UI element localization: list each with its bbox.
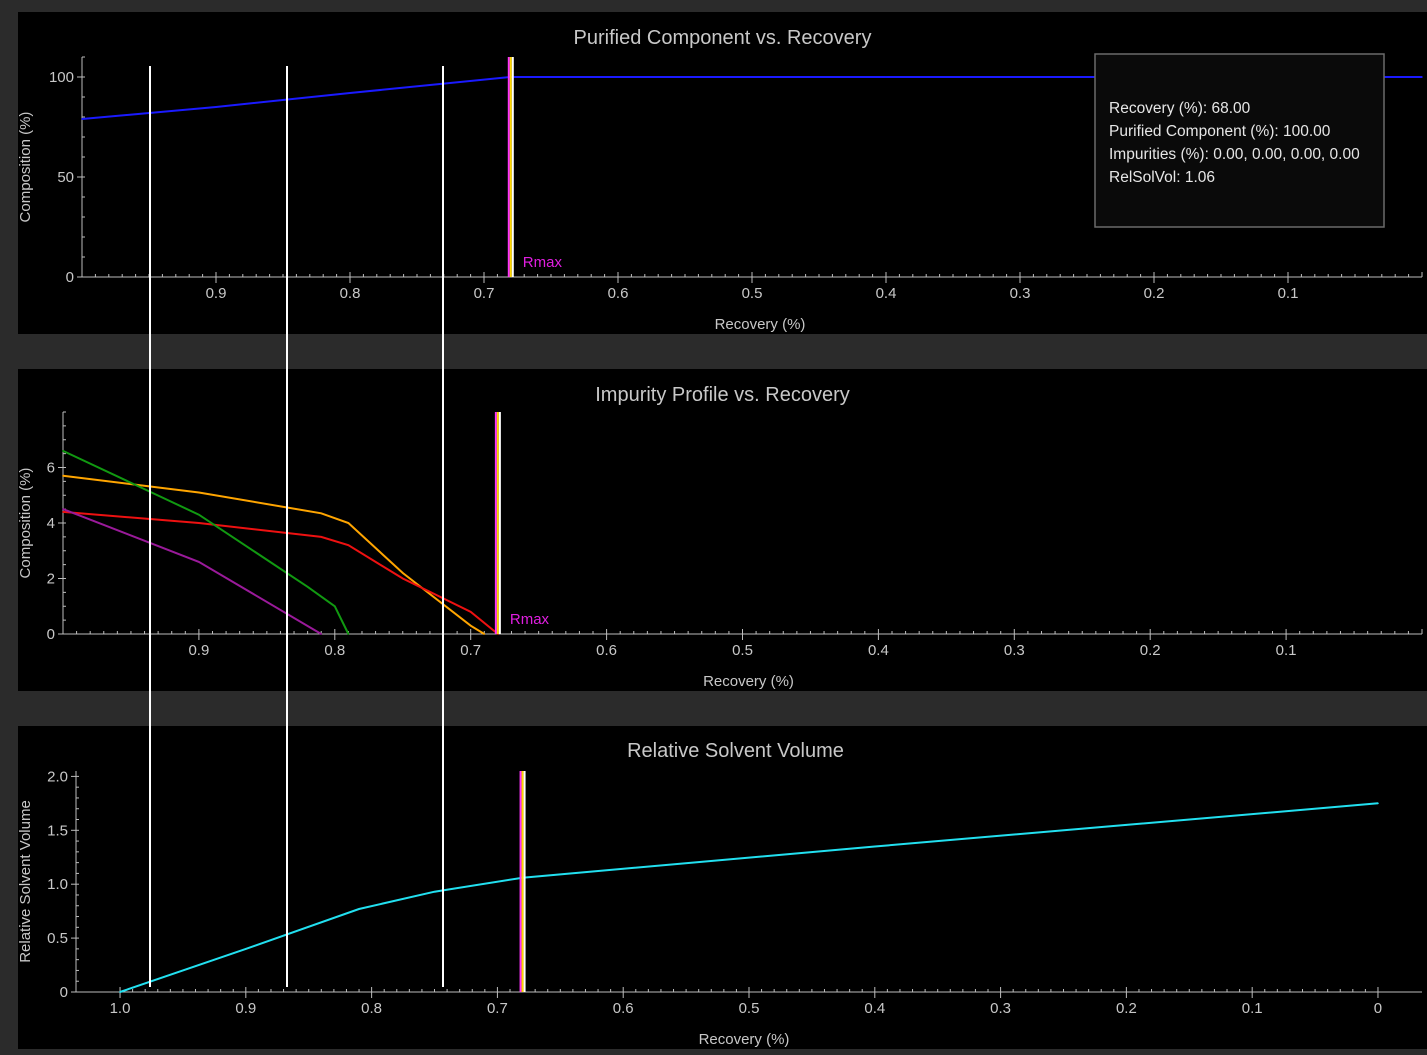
data-point	[617, 76, 619, 78]
data-point	[198, 513, 200, 516]
data-point	[401, 577, 404, 580]
data-point	[198, 491, 200, 494]
x-tick-label: 0.8	[340, 285, 361, 302]
x-tick-label: 0.4	[868, 642, 889, 659]
y-tick-label: 6	[47, 460, 55, 477]
data-point	[334, 605, 336, 608]
x-tick-label: 0.5	[742, 285, 763, 302]
chart-panel-solvent: Relative Solvent Volume 1.0 0.9 0.8 0.7 0.6 0.…	[17, 726, 1427, 1049]
chart-title: Impurity Profile vs. Recovery	[595, 384, 850, 406]
data-point	[349, 92, 351, 94]
chart-title: Relative Solvent Volume	[627, 740, 844, 762]
data-point	[433, 890, 436, 893]
data-point	[347, 544, 350, 546]
data-point	[469, 624, 472, 627]
tooltip-line: Impurities (%): 0.00, 0.00, 0.00, 0.00	[1109, 146, 1360, 163]
series-line-1	[119, 802, 1379, 993]
y-tick-label: 0	[47, 626, 55, 643]
rmax-label: Rmax	[510, 611, 550, 628]
y-axis-label: Composition (%)	[17, 112, 34, 223]
x-tick-label: 0.5	[739, 1000, 760, 1017]
data-point	[873, 845, 876, 848]
data-point	[320, 536, 323, 538]
data-point	[347, 633, 350, 635]
data-point	[81, 118, 83, 120]
tooltip-frame	[1094, 53, 1385, 228]
x-tick-label: 0.2	[1140, 642, 1161, 659]
y-tick-label: 1.5	[47, 822, 68, 839]
x-tick-label: 0.6	[596, 642, 617, 659]
x-tick-label: 0.9	[206, 285, 227, 302]
y-axis-label: Composition (%)	[17, 468, 34, 579]
data-point	[483, 633, 486, 635]
x-tick-label: 0.3	[990, 1000, 1011, 1017]
y-axis-label: Relative Solvent Volume	[17, 800, 34, 963]
x-tick-label: 0.9	[188, 642, 209, 659]
data-point	[885, 76, 887, 78]
x-tick-label: 0.6	[613, 1000, 634, 1017]
x-tick-label: 0.4	[864, 1000, 885, 1017]
x-tick-label: 0.1	[1278, 285, 1299, 302]
data-point	[62, 511, 64, 513]
y-tick-label: 4	[47, 515, 55, 532]
y-tick-label: 2.0	[47, 768, 68, 785]
data-point	[320, 512, 323, 515]
panel-background	[18, 369, 1427, 691]
data-point	[1125, 824, 1128, 826]
x-tick-label: 0	[1374, 1000, 1382, 1017]
x-tick-label: 0.8	[324, 642, 345, 659]
panel-background	[18, 726, 1427, 1049]
y-tick-label: 0.5	[47, 930, 68, 947]
x-tick-label: 0.2	[1144, 285, 1165, 302]
x-tick-label: 0.3	[1004, 642, 1025, 659]
y-tick-label: 1.0	[47, 876, 68, 893]
data-point	[119, 991, 121, 993]
y-tick-label: 50	[57, 169, 74, 186]
y-tick-label: 100	[49, 69, 74, 86]
data-point	[401, 572, 404, 574]
x-tick-label: 0.3	[1010, 285, 1031, 302]
x-tick-label: 0.1	[1276, 642, 1297, 659]
tooltip-box: Recovery (%): 68.00 Purified Component (%…	[1094, 53, 1385, 228]
x-axis-label: Recovery (%)	[715, 316, 806, 333]
data-point	[198, 561, 200, 563]
y-tick-label: 2	[47, 571, 55, 588]
x-tick-label: 0.5	[732, 642, 753, 659]
x-tick-label: 0.9	[235, 1000, 256, 1017]
x-tick-label: 0.4	[876, 285, 897, 302]
data-point	[1421, 76, 1423, 78]
data-point	[245, 948, 247, 950]
data-point	[320, 633, 323, 635]
data-point	[469, 611, 472, 613]
data-point	[1377, 802, 1379, 805]
data-point	[215, 106, 217, 108]
y-tick-label: 0	[60, 984, 68, 1001]
x-tick-label: 0.7	[460, 642, 481, 659]
data-point	[62, 475, 64, 477]
x-tick-label: 0.7	[487, 1000, 508, 1017]
x-tick-label: 0.2	[1116, 1000, 1137, 1017]
x-tick-label: 0.7	[474, 285, 495, 302]
tooltip-line: Recovery (%): 68.00	[1109, 100, 1251, 117]
y-tick-label: 0	[66, 269, 74, 286]
rmax-label: Rmax	[523, 254, 563, 271]
tooltip-line: RelSolVol: 1.06	[1109, 169, 1215, 186]
data-point	[347, 522, 350, 524]
x-tick-label: 0.8	[361, 1000, 382, 1017]
x-tick-label: 1.0	[110, 1000, 131, 1017]
x-tick-label: 0.1	[1242, 1000, 1263, 1017]
data-point	[306, 586, 309, 588]
x-tick-label: 0.6	[608, 285, 629, 302]
data-point	[358, 908, 360, 910]
tooltip-line: Purified Component (%): 100.00	[1109, 123, 1331, 140]
chart-title: Purified Component vs. Recovery	[574, 27, 872, 49]
chart-panel-impurity: Impurity Profile vs. Recovery 0.9 0.8 0.7 0.…	[17, 369, 1427, 691]
chart-panel-purified: Purified Component vs. Recovery 0.9 0.8 0.7…	[17, 12, 1427, 334]
x-axis-label: Recovery (%)	[699, 1031, 790, 1048]
x-axis-label: Recovery (%)	[703, 673, 794, 690]
data-point	[62, 450, 64, 452]
data-point	[198, 522, 200, 524]
data-point	[62, 508, 64, 510]
